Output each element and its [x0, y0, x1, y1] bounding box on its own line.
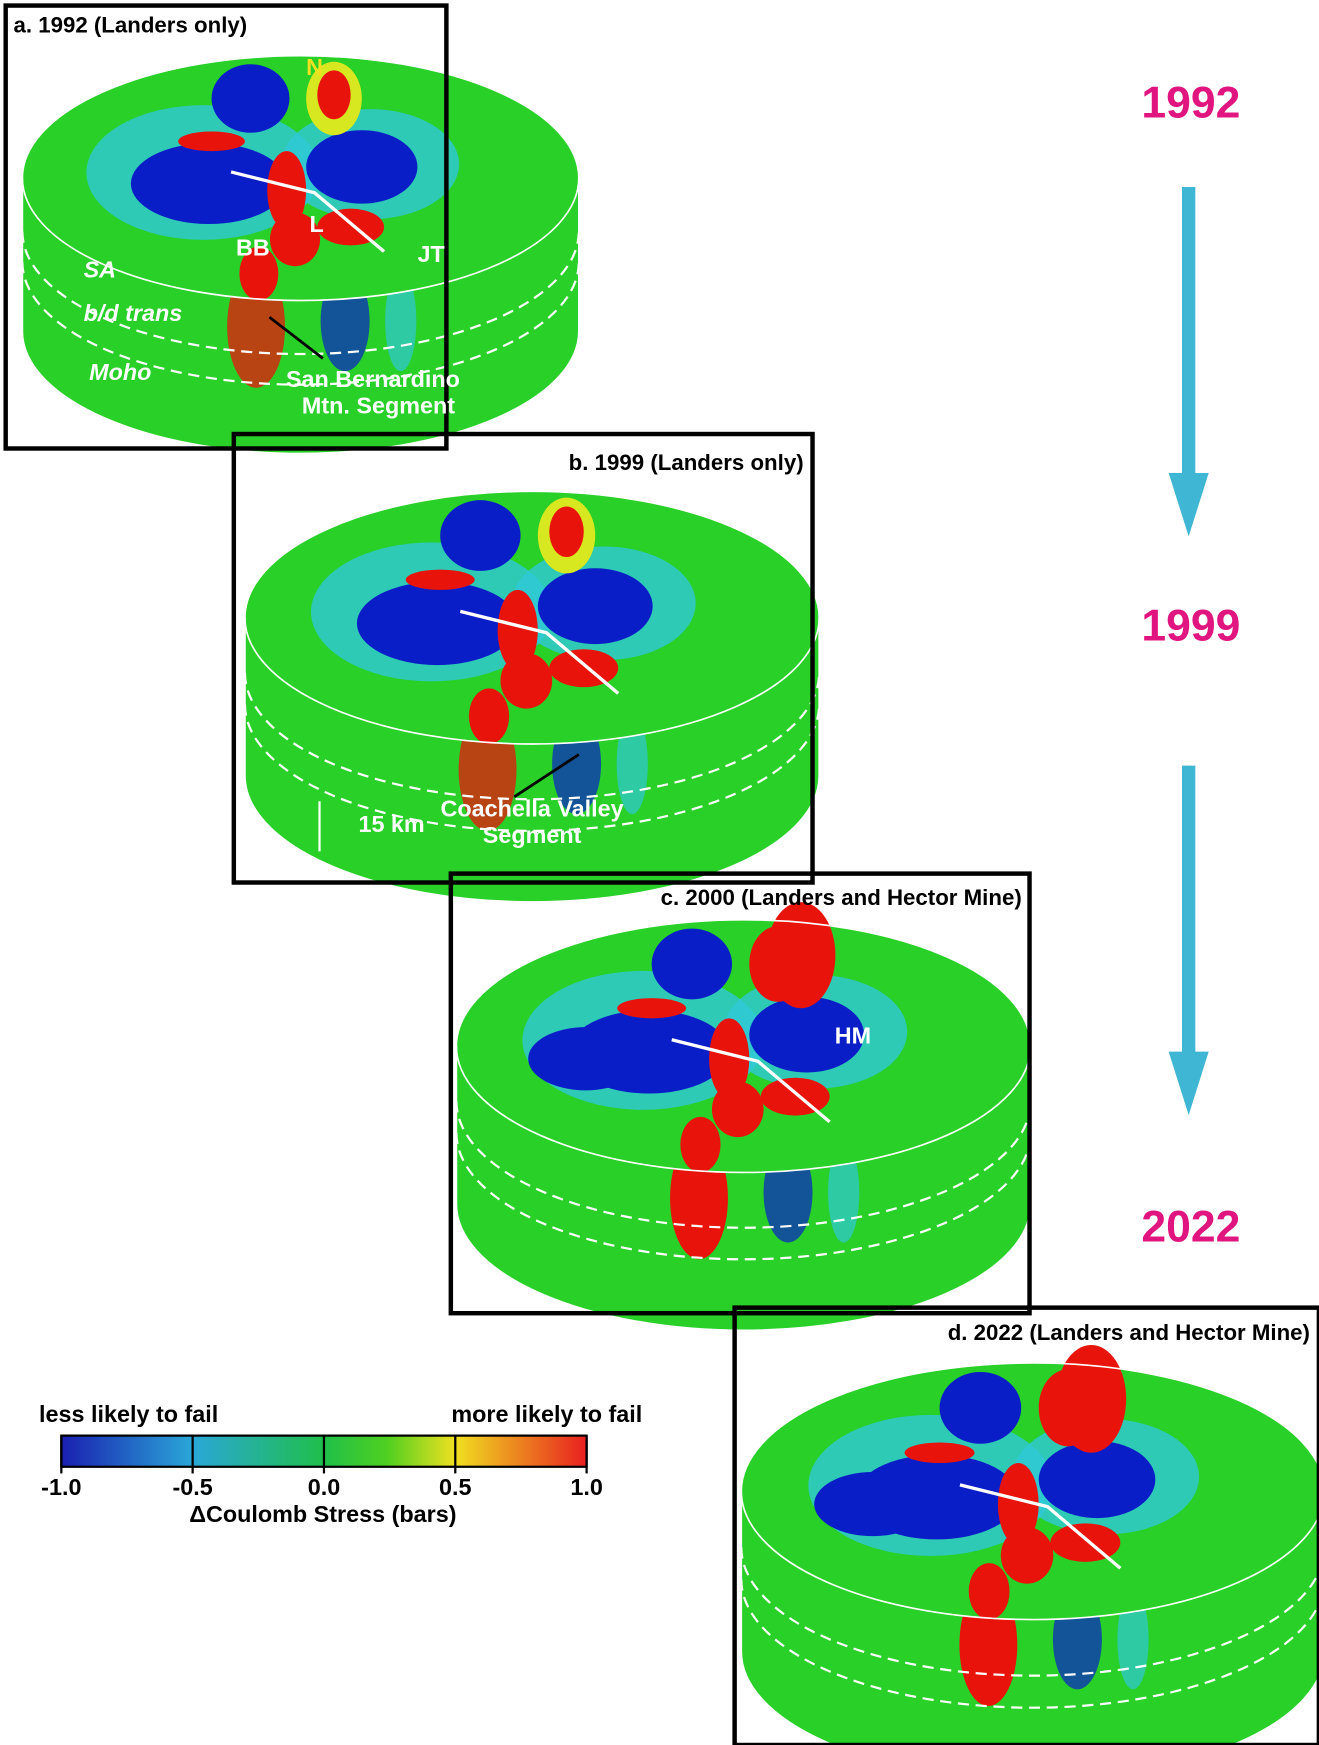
map-label: 15 km	[358, 811, 424, 837]
panel-title: a. 1992 (Landers only)	[13, 13, 247, 38]
arrowhead	[1168, 1051, 1209, 1116]
lobe	[939, 1371, 1022, 1444]
lobe	[440, 500, 521, 571]
timeline-year: 2022	[1141, 1202, 1240, 1251]
panel-frame	[231, 431, 815, 885]
map-label: Coachella Valley	[441, 795, 624, 821]
map-label: N	[306, 54, 323, 80]
lobe	[269, 212, 321, 267]
lobe	[528, 1027, 644, 1091]
lobe	[617, 998, 687, 1019]
lobe	[405, 569, 475, 590]
lobe	[267, 151, 307, 230]
colorbar-tick-label: 1.0	[570, 1474, 602, 1500]
lobe	[239, 246, 279, 301]
lobe	[500, 653, 553, 709]
map-label: San Bernardino	[286, 366, 460, 392]
colorbar-tick-label: 0.5	[439, 1474, 471, 1500]
lobe	[766, 902, 836, 1009]
pointer-arrow	[268, 316, 324, 360]
map-label: Segment	[483, 822, 582, 848]
lobe	[317, 208, 385, 246]
map-label: b/d trans	[84, 300, 183, 326]
fault-trace	[459, 609, 620, 695]
fault-trace	[959, 1483, 1122, 1570]
fault-trace	[230, 170, 386, 253]
colorbar-tick-label: -0.5	[173, 1474, 213, 1500]
fault-trace	[671, 1038, 831, 1124]
lobe	[814, 1472, 931, 1537]
lobe	[537, 568, 653, 645]
depth-line	[740, 1579, 1319, 1709]
lobe	[549, 506, 584, 558]
pointer-arrow	[513, 753, 580, 798]
lobe	[651, 928, 733, 1000]
timeline-year: 1992	[1141, 78, 1240, 127]
lobe	[968, 1563, 1010, 1620]
lobe	[680, 1116, 721, 1173]
lobe	[1056, 1345, 1127, 1453]
timeline-year: 1999	[1141, 602, 1240, 651]
lobe	[997, 1463, 1039, 1546]
model-outline	[455, 1046, 1032, 1332]
panel-frame	[448, 871, 1032, 1316]
lobe	[356, 581, 518, 666]
stress-model	[243, 490, 821, 903]
model-outline	[244, 617, 821, 903]
map-label: HM	[835, 1022, 871, 1048]
lobe	[711, 1081, 764, 1138]
side-lobe	[1117, 1589, 1149, 1690]
map-label: SA	[84, 257, 116, 283]
map-label: Mtn. Segment	[302, 392, 455, 418]
colorbar-label: ΔCoulomb Stress (bars)	[189, 1501, 456, 1527]
lobe	[306, 130, 418, 204]
stress-model	[740, 1345, 1319, 1745]
lobe	[709, 1018, 750, 1100]
map-label: BB	[236, 234, 270, 260]
lobe	[211, 64, 290, 133]
lobe	[178, 131, 245, 152]
panel-title: c. 2000 (Landers and Hector Mine)	[661, 885, 1022, 910]
panel-title: d. 2022 (Landers and Hector Mine)	[948, 1320, 1310, 1345]
arrowhead	[1168, 472, 1209, 537]
lobe	[468, 688, 510, 744]
lobe	[749, 996, 865, 1073]
colorbar-right-label: more likely to fail	[451, 1401, 642, 1427]
colorbar-left-label: less likely to fail	[39, 1401, 218, 1427]
stress-model	[21, 54, 580, 455]
map-label: JT	[417, 241, 445, 267]
model-outline	[740, 1491, 1319, 1745]
model-outline	[21, 178, 580, 455]
lobe	[130, 143, 287, 225]
colorbar-tick-label: 0.0	[308, 1474, 340, 1500]
panel-frame	[3, 3, 449, 451]
map-label: Moho	[89, 359, 151, 385]
colorbar-tick-label: -1.0	[41, 1474, 81, 1500]
lobe	[904, 1442, 975, 1464]
lobe	[549, 649, 619, 688]
depth-line	[740, 1547, 1319, 1677]
lobe	[1038, 1441, 1156, 1519]
lobe	[497, 589, 538, 671]
depth-line	[21, 262, 580, 386]
map-label: L	[309, 211, 323, 237]
lobe	[760, 1077, 830, 1116]
lobe	[1000, 1527, 1054, 1584]
stress-model	[455, 902, 1032, 1332]
lobe	[1050, 1523, 1121, 1562]
depth-line	[21, 231, 580, 356]
panel-title: b. 1999 (Landers only)	[569, 450, 804, 475]
lobe	[317, 70, 351, 120]
